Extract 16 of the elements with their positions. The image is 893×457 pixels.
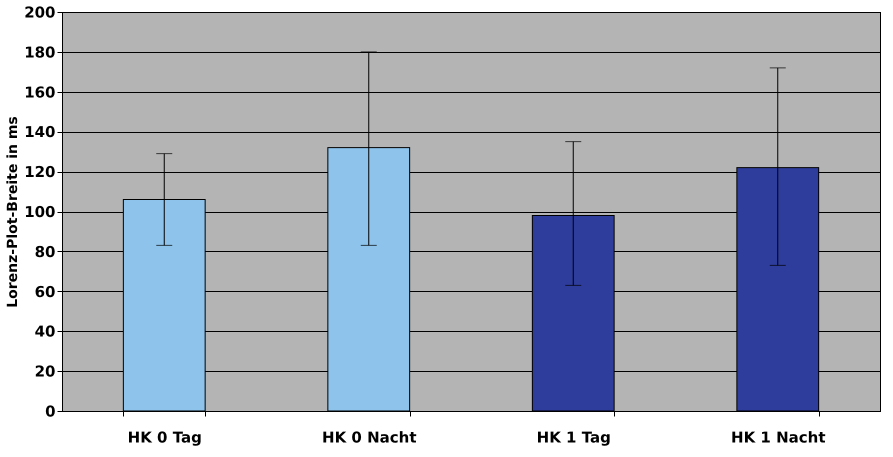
y-tick-label: 200: [24, 4, 56, 22]
y-tick-label: 140: [24, 123, 56, 142]
y-tick-label: 40: [34, 322, 56, 341]
y-tick-label: 100: [24, 203, 56, 221]
y-tick-label: 120: [24, 163, 56, 182]
x-tick-label: HK 1 Tag: [536, 428, 611, 446]
y-tick-label: 60: [34, 282, 56, 301]
y-tick-label: 0: [45, 402, 56, 420]
y-tick-label: 20: [34, 362, 56, 381]
x-tick-label: HK 0 Tag: [128, 428, 202, 446]
x-tick-label: HK 1 Nacht: [731, 428, 826, 446]
y-tick-label: 80: [34, 242, 56, 261]
y-tick-label: 180: [24, 43, 56, 62]
y-axis-title: Lorenz-Plot-Breite in ms: [5, 116, 22, 308]
x-tick-label: HK 0 Nacht: [322, 428, 416, 446]
y-tick-label: 160: [24, 83, 56, 102]
